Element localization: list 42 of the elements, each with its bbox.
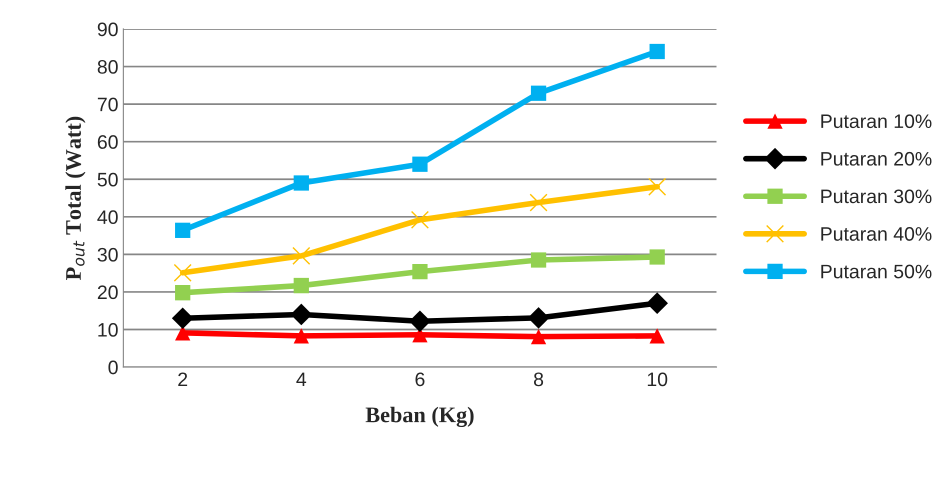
point — [530, 329, 546, 344]
y-tick-label: 20 — [98, 285, 118, 300]
y-tick-label: 10 — [98, 322, 118, 337]
point — [530, 252, 546, 268]
point — [650, 249, 665, 265]
point — [292, 246, 310, 265]
point — [412, 264, 428, 280]
y-tick-label: 80 — [98, 60, 118, 74]
legend-label: Putaran 50% — [821, 264, 932, 278]
point — [650, 328, 665, 344]
y-axis-title: P$_{out}$ Total (Watt) — [65, 116, 86, 280]
x-axis-title: Beban (Kg) — [366, 406, 474, 428]
point — [294, 328, 309, 344]
point — [650, 44, 665, 60]
x-tick-label: 6 — [416, 372, 424, 386]
point — [530, 86, 546, 101]
point — [175, 222, 190, 238]
x-tick-label: 8 — [534, 372, 544, 386]
y-tick-label: 40 — [97, 210, 118, 224]
point — [294, 175, 309, 191]
point — [175, 285, 190, 300]
y-tick-label: 90 — [98, 22, 118, 36]
point — [410, 210, 429, 229]
point — [172, 307, 194, 330]
y-tick-label: 30 — [98, 248, 118, 262]
x-tick-label: 4 — [296, 372, 306, 386]
legend-label: Putaran 20% — [821, 152, 932, 166]
point — [648, 178, 666, 196]
y-tick-label: 50 — [98, 172, 118, 186]
legend-label: Putaran 40% — [821, 227, 932, 241]
point — [412, 156, 428, 172]
point — [646, 292, 668, 314]
y-tick-label: 0 — [108, 360, 118, 374]
point — [174, 264, 192, 282]
x-tick-label: 10 — [648, 372, 668, 386]
point — [294, 278, 309, 294]
point — [530, 194, 548, 212]
y-tick-label: 60 — [98, 135, 118, 149]
y-tick-label: 70 — [98, 98, 118, 112]
legend-label: Putaran 30% — [821, 189, 932, 204]
legend-label: Putaran 10% — [821, 114, 932, 128]
x-tick-label: 2 — [178, 372, 188, 386]
